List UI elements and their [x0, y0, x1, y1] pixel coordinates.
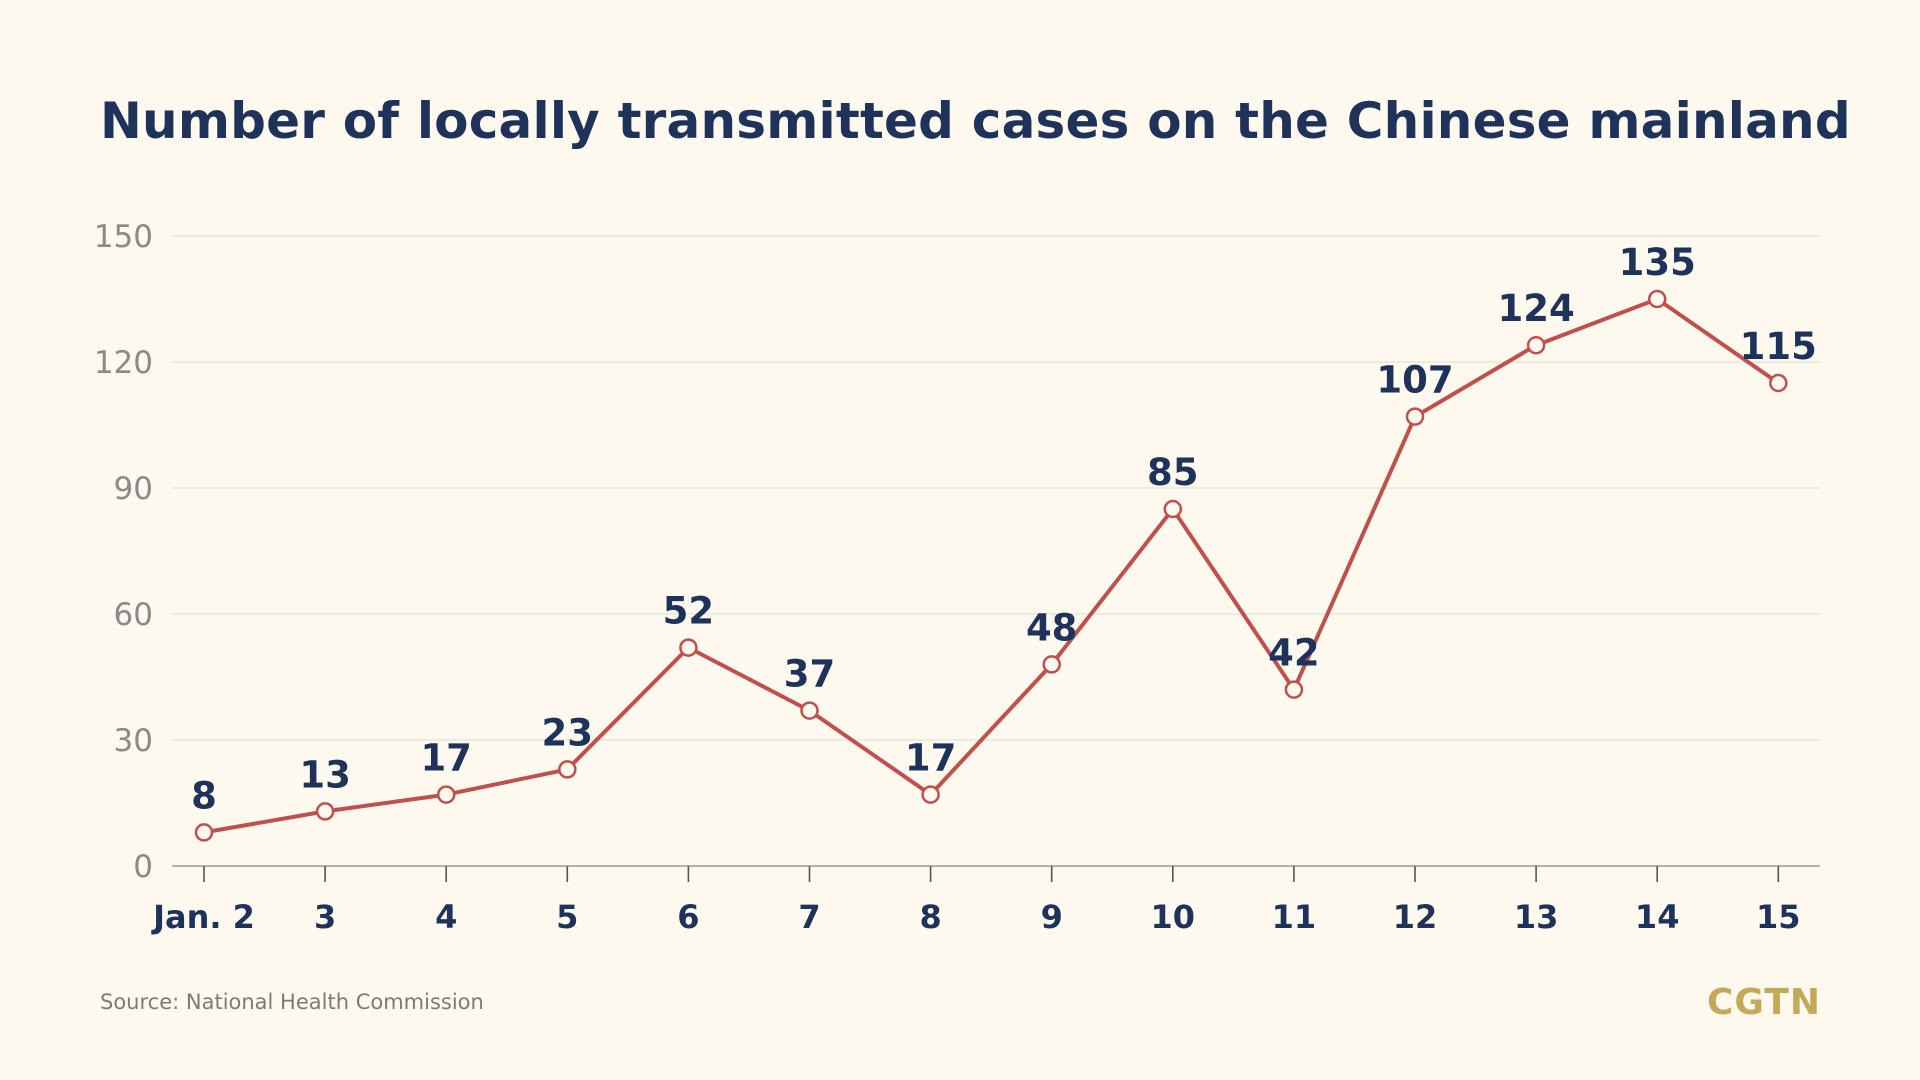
data-points	[194, 289, 1788, 842]
data-label: 115	[1740, 325, 1817, 368]
data-point	[315, 802, 335, 821]
y-tick-label: 90	[114, 471, 153, 507]
x-axis-ticks: Jan. 2 3 4 5 6 7 8 9 10 11 12 13 14 15	[151, 866, 1801, 936]
data-point	[1526, 335, 1546, 355]
data-label: 52	[663, 590, 715, 633]
x-tick-label: 15	[1756, 898, 1801, 936]
y-tick-label: 0	[133, 849, 153, 885]
source-note: Source: National Health Commission	[100, 990, 484, 1014]
data-label: 85	[1147, 451, 1199, 494]
x-tick-label: 9	[1041, 898, 1063, 936]
y-tick-label: 60	[114, 597, 153, 633]
series-line	[203, 297, 1780, 835]
data-point	[1769, 373, 1788, 393]
x-tick-label: 8	[919, 898, 941, 936]
x-tick-label: 6	[677, 898, 699, 936]
data-label: 135	[1619, 241, 1696, 284]
y-axis-ticks: 0 30 60 90 120 150	[94, 219, 153, 885]
x-tick-label: 3	[314, 898, 336, 936]
x-tick-label: 11	[1272, 898, 1317, 936]
data-labels: 8 13 17 23 52 37 17 48 85 42 107 124 135 115	[191, 241, 1817, 817]
data-label: 17	[420, 737, 472, 780]
data-point	[436, 785, 456, 804]
data-point	[1284, 680, 1304, 699]
data-point	[1163, 499, 1183, 519]
data-label: 124	[1497, 287, 1574, 330]
y-tick-label: 150	[94, 219, 153, 255]
x-tick-label: 14	[1635, 898, 1680, 936]
data-label: 17	[905, 737, 957, 780]
x-tick-label: Jan. 2	[151, 898, 255, 936]
data-label: 48	[1026, 606, 1078, 649]
data-point	[1405, 407, 1425, 426]
data-point	[194, 823, 214, 842]
data-point	[1647, 289, 1667, 309]
y-tick-label: 120	[94, 345, 153, 381]
data-point	[800, 701, 819, 720]
data-label: 37	[784, 653, 836, 696]
data-point	[1042, 655, 1061, 674]
data-label: 13	[299, 753, 351, 796]
data-point	[558, 760, 577, 779]
data-label: 107	[1376, 359, 1453, 402]
x-tick-label: 13	[1514, 898, 1559, 936]
x-tick-label: 12	[1393, 898, 1438, 936]
cgtn-logo: CGTN	[1706, 982, 1821, 1023]
x-tick-label: 7	[798, 898, 820, 936]
data-label: 23	[542, 711, 594, 754]
gridlines	[172, 235, 1820, 741]
x-tick-label: 5	[556, 898, 578, 936]
data-point	[921, 785, 940, 804]
y-tick-label: 30	[114, 723, 153, 759]
x-tick-label: 4	[435, 898, 457, 936]
data-label: 42	[1268, 632, 1320, 675]
data-point	[679, 638, 698, 657]
data-label: 8	[191, 774, 217, 817]
chart-title: Number of locally transmitted cases on t…	[100, 92, 1851, 150]
x-tick-label: 10	[1151, 898, 1196, 936]
